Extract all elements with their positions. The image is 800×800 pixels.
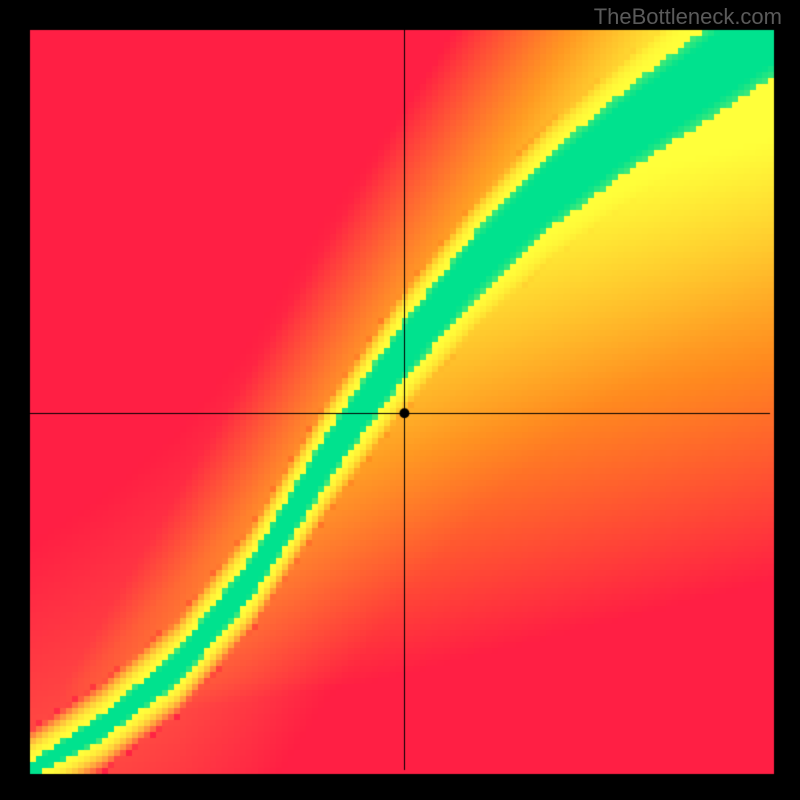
watermark-text: TheBottleneck.com [594, 4, 782, 30]
bottleneck-heatmap [0, 0, 800, 800]
chart-container: TheBottleneck.com [0, 0, 800, 800]
